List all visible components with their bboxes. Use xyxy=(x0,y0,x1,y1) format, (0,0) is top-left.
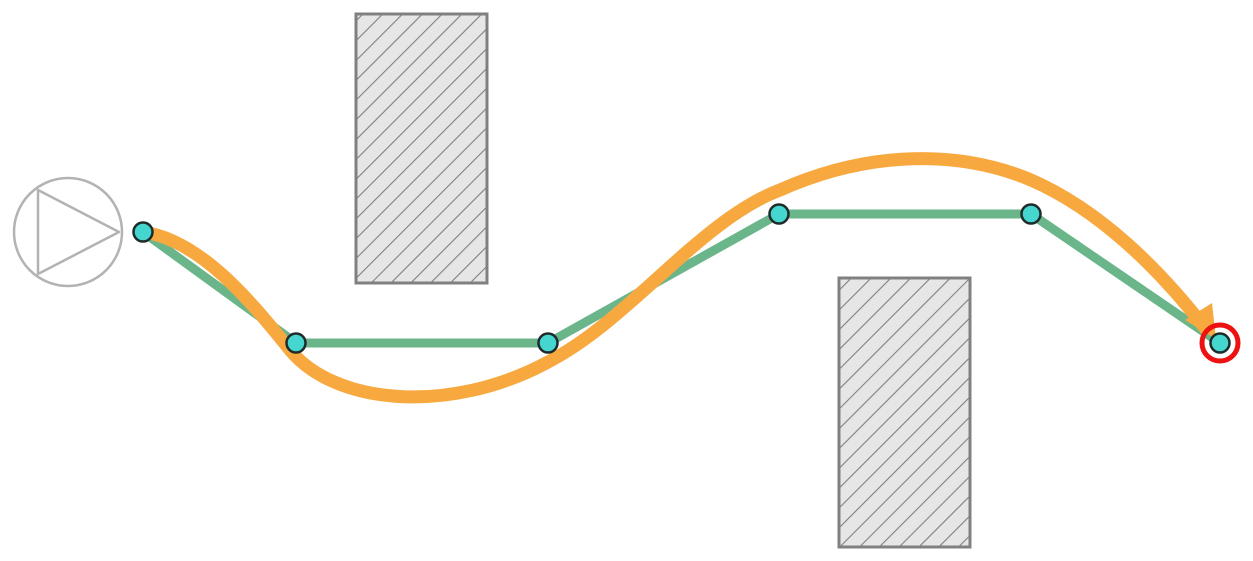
waypoints xyxy=(132,203,1231,354)
start-marker xyxy=(12,176,124,288)
start-circle xyxy=(12,176,124,288)
waypoint xyxy=(285,332,307,354)
goal-ring xyxy=(1199,322,1241,364)
waypoint xyxy=(1020,203,1042,225)
waypoint xyxy=(537,332,559,354)
obstacle-upper xyxy=(354,12,489,285)
waypoint xyxy=(132,221,154,243)
obstacle-lower xyxy=(837,276,972,549)
waypoint-goal xyxy=(1209,332,1231,354)
play-icon xyxy=(36,188,121,276)
waypoint xyxy=(768,203,790,225)
waypoint-polyline xyxy=(140,209,1223,348)
